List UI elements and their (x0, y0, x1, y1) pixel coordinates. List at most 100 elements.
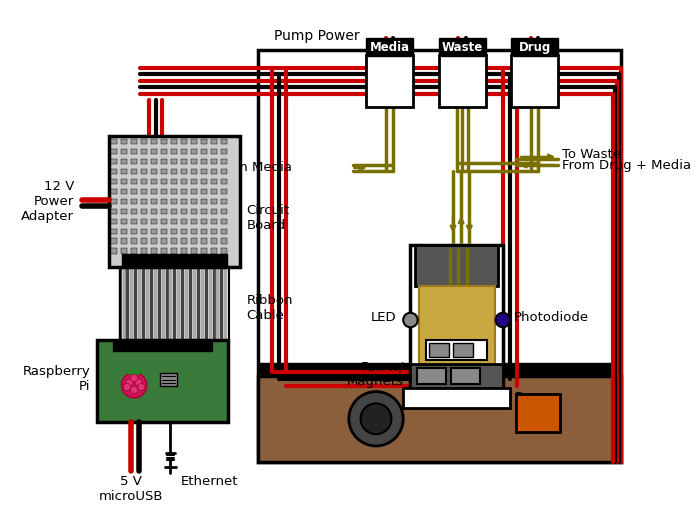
Bar (141, 179, 147, 184)
Bar (221, 159, 227, 164)
Bar (517, 395, 560, 432)
Bar (221, 169, 227, 174)
Bar (111, 159, 117, 164)
Bar (172, 139, 176, 144)
Bar (181, 149, 187, 154)
Bar (258, 363, 621, 376)
Bar (132, 169, 136, 174)
Bar (172, 219, 176, 224)
Bar (191, 159, 197, 164)
Circle shape (121, 373, 147, 398)
Bar (201, 169, 206, 174)
Bar (181, 169, 187, 174)
Bar (161, 209, 167, 214)
Bar (141, 199, 147, 204)
Bar (161, 139, 167, 144)
Bar (108, 136, 240, 267)
Bar (132, 199, 136, 204)
Bar (141, 209, 147, 214)
Text: Base: Base (514, 390, 547, 403)
Bar (151, 238, 157, 244)
Bar (151, 189, 157, 194)
Bar (97, 340, 228, 421)
Bar (121, 238, 127, 244)
Bar (201, 139, 206, 144)
Circle shape (126, 379, 133, 386)
Bar (211, 169, 216, 174)
Bar (161, 238, 167, 244)
Bar (132, 159, 136, 164)
Bar (122, 254, 227, 267)
Bar (161, 179, 167, 184)
Bar (221, 139, 227, 144)
Bar (151, 219, 157, 224)
Bar (211, 189, 216, 194)
Text: Raspberry
Pi: Raspberry Pi (23, 365, 90, 393)
Bar (211, 159, 216, 164)
Bar (141, 248, 147, 254)
Bar (161, 149, 167, 154)
Bar (151, 199, 157, 204)
Bar (151, 169, 157, 174)
Bar (151, 209, 157, 214)
Bar (181, 238, 187, 244)
Bar (121, 149, 127, 154)
Bar (211, 219, 216, 224)
Bar (172, 209, 176, 214)
Text: Photodiode: Photodiode (514, 311, 589, 324)
Bar (452, 368, 480, 385)
Bar (151, 149, 157, 154)
Circle shape (130, 374, 138, 381)
Bar (121, 189, 127, 194)
Bar (191, 149, 197, 154)
Bar (141, 159, 147, 164)
Bar (181, 248, 187, 254)
Text: Ethernet: Ethernet (181, 475, 239, 488)
Bar (438, 38, 486, 57)
Bar (151, 179, 157, 184)
Bar (221, 238, 227, 244)
Text: Pump Power: Pump Power (274, 29, 360, 43)
Bar (113, 340, 212, 351)
Bar (191, 228, 197, 234)
Bar (121, 209, 127, 214)
Bar (111, 248, 117, 254)
Bar (132, 219, 136, 224)
Bar (111, 238, 117, 244)
Bar (111, 149, 117, 154)
Bar (141, 219, 147, 224)
Bar (221, 219, 227, 224)
Text: 12 V
Power
Adapter: 12 V Power Adapter (21, 180, 74, 223)
Bar (201, 219, 206, 224)
Bar (132, 139, 136, 144)
Bar (201, 238, 206, 244)
Bar (221, 189, 227, 194)
Bar (211, 179, 216, 184)
Bar (161, 169, 167, 174)
Circle shape (138, 384, 145, 391)
Bar (132, 228, 136, 234)
Text: Media: Media (370, 41, 410, 54)
Bar (141, 139, 147, 144)
Bar (172, 169, 176, 174)
Bar (191, 219, 197, 224)
Bar (161, 228, 167, 234)
Bar (172, 189, 176, 194)
Bar (415, 245, 498, 286)
Bar (191, 248, 197, 254)
Bar (151, 139, 157, 144)
Bar (141, 169, 147, 174)
Bar (191, 179, 197, 184)
Bar (141, 228, 147, 234)
Bar (410, 245, 503, 385)
Bar (132, 189, 136, 194)
Circle shape (360, 403, 391, 434)
Bar (201, 248, 206, 254)
Bar (151, 159, 157, 164)
Bar (221, 149, 227, 154)
Bar (161, 189, 167, 194)
Bar (221, 199, 227, 204)
Bar (111, 209, 117, 214)
Bar (121, 219, 127, 224)
Text: From Media: From Media (215, 161, 292, 174)
